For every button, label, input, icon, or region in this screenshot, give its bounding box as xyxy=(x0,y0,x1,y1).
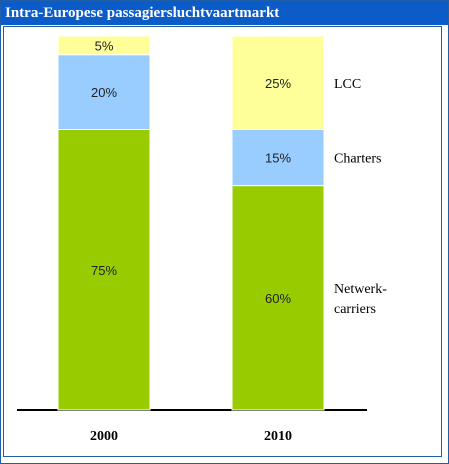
data-label-netwerk-carriers-2000: 75% xyxy=(91,263,117,278)
bar-segment-netwerk-carriers-2000 xyxy=(57,129,151,411)
data-label-netwerk-carriers-2010: 60% xyxy=(265,291,291,306)
legend-label-lcc: LCC xyxy=(334,77,361,92)
data-label-charters-2010: 15% xyxy=(265,151,291,166)
x-tick-label-2000: 2000 xyxy=(90,429,118,444)
bar-segment-lcc-2010 xyxy=(231,35,325,130)
bar-segment-charters-2010 xyxy=(231,129,325,187)
bar-segment-charters-2000 xyxy=(57,54,151,131)
bar-segment-netwerk-carriers-2010 xyxy=(231,185,325,411)
x-tick-label-2010: 2010 xyxy=(264,429,292,444)
data-label-charters-2000: 20% xyxy=(91,85,117,100)
data-label-lcc-2010: 25% xyxy=(265,76,291,91)
legend-label-netwerk-carriers-line-2: carriers xyxy=(334,302,376,317)
data-label-lcc-2000: 5% xyxy=(95,38,114,53)
legend-label-charters: Charters xyxy=(334,152,381,167)
window-title: Intra-Europese passagiersluchtvaartmarkt xyxy=(1,1,448,25)
legend-label-netwerk-carriers-line-1: Netwerk- xyxy=(334,282,387,297)
bar-segment-lcc-2000 xyxy=(57,35,151,56)
